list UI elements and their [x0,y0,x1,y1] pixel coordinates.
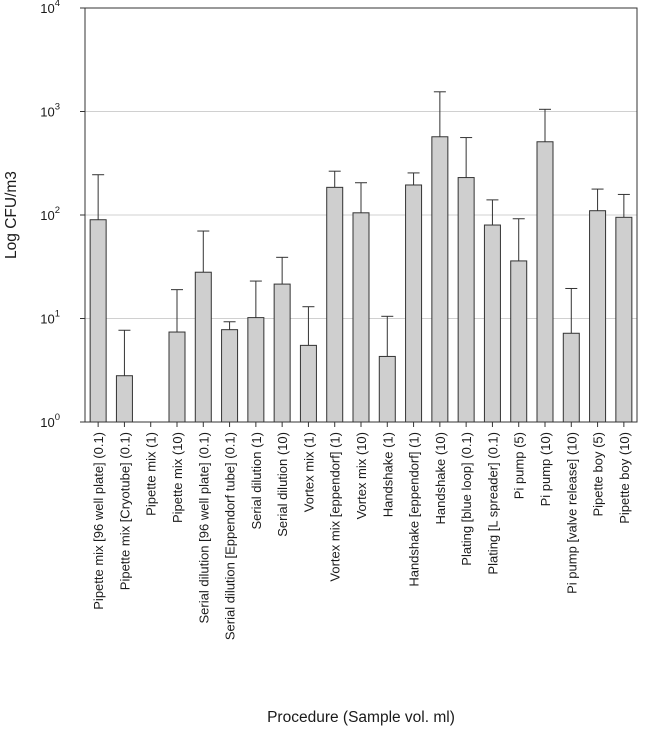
bar [378,355,396,423]
bar [89,219,107,423]
x-tick-label: Serial dilution (10) [275,432,290,537]
y-tick-label: 104 [40,0,60,16]
x-tick-label: Pi pump [valve release] (10) [564,432,579,594]
bar [431,136,449,423]
x-tick-label: Vortex mix [eppendorf] (1) [328,432,343,582]
y-tick-label: 103 [40,102,60,120]
bar [326,186,344,423]
bar [273,283,291,423]
bar [247,317,265,423]
x-tick-label: Plating [L spreader] (0.1) [485,432,500,575]
y-tick-label: 100 [40,412,60,430]
bar [194,271,212,423]
y-axis-title: Log CFU/m3 [3,171,20,259]
x-tick-label: Serial dilution [96 well plate] (0.1) [196,432,211,624]
x-tick-label: Pipette mix (10) [170,432,185,523]
bar [562,332,580,423]
bar [405,184,423,423]
y-axis-ticks: 100 101 102 103 104 [40,0,85,430]
x-tick-label: Pipette mix (1) [144,432,159,516]
bar [115,375,133,423]
error-bars [92,91,630,376]
bar [299,344,317,423]
x-tick-label: Vortex mix (10) [354,432,369,519]
bar [457,177,475,423]
bar [221,329,239,423]
x-tick-label: Pi pump (10) [538,432,553,506]
x-axis-title: Procedure (Sample vol. ml) [267,709,455,726]
x-tick-label: Serial dilution (1) [249,432,264,530]
x-tick-label: Pi pump (5) [512,432,527,499]
x-tick-label: Pipette boy (5) [591,432,606,517]
x-tick-label: Pipette mix [Cryotube] (0.1) [117,432,132,590]
x-tick-label: Serial dilution [Eppendorf tube] (0.1) [223,432,238,640]
x-tick-label: Plating [blue loop] (0.1) [459,432,474,566]
bar [510,260,528,423]
bar [168,331,186,423]
x-tick-label: Handshake (1) [380,432,395,517]
y-tick-label: 102 [40,205,60,223]
y-tick-label: 101 [40,309,60,327]
x-axis-labels: Pipette mix [96 well plate] (0.1) Pipette… [91,422,632,640]
x-tick-label: Handshake [eppendorf] (1) [407,432,422,587]
bar [352,212,370,423]
bar [483,224,501,423]
x-tick-label: Handshake (10) [433,432,448,524]
bar [589,210,607,423]
x-tick-label: Pipette boy (10) [617,432,632,524]
bar [615,216,633,423]
x-tick-label: Pipette mix [96 well plate] (0.1) [91,432,106,610]
bars [89,136,633,423]
x-tick-label: Vortex mix (1) [301,432,316,512]
bar [536,141,554,423]
